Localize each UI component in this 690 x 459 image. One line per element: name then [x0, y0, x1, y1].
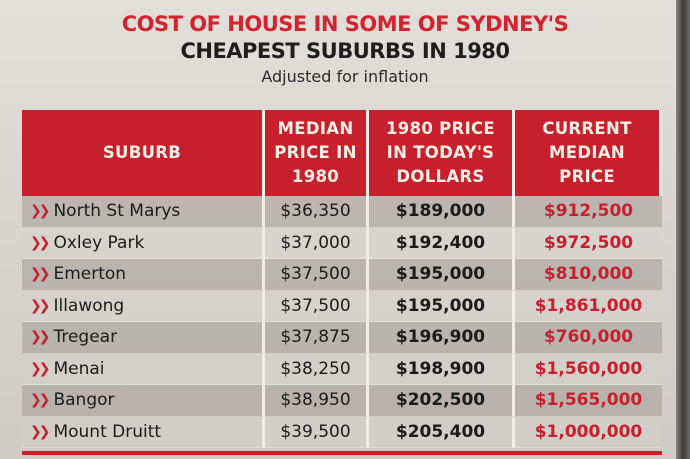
suburb-name: Oxley Park: [53, 232, 145, 253]
median-1980-cell: $37,500: [265, 259, 369, 291]
current-price-cell: $760,000: [515, 322, 662, 354]
header-line: MEDIAN: [277, 119, 354, 138]
title-line-2: CHEAPEST SUBURBS IN 1980: [180, 39, 510, 63]
suburb-name: Illawong: [53, 295, 125, 316]
suburb-name: Emerton: [53, 264, 127, 285]
todays-dollars-cell: $198,900: [369, 353, 515, 385]
header-suburb: SUBURB: [22, 110, 265, 196]
double-chevron-right-icon: ❯❯: [30, 329, 51, 346]
median-1980-cell: $37,500: [265, 290, 369, 322]
median-1980-cell: $37,000: [265, 227, 369, 259]
suburb-name: Bangor: [53, 390, 115, 411]
bottom-rule: [22, 451, 662, 455]
double-chevron-right-icon: ❯❯: [30, 203, 51, 220]
median-1980-cell: $36,350: [265, 196, 369, 228]
suburb-cell: ❯❯ Mount Druitt: [22, 416, 265, 448]
median-1980-cell: $38,250: [265, 353, 369, 385]
double-chevron-right-icon: ❯❯: [30, 392, 51, 409]
header-line: 1980: [291, 167, 340, 186]
suburb-cell: ❯❯ Menai: [22, 353, 265, 385]
todays-dollars-cell: $192,400: [369, 227, 515, 259]
double-chevron-right-icon: ❯❯: [30, 297, 51, 314]
double-chevron-right-icon: ❯❯: [30, 234, 51, 251]
suburb-cell: ❯❯ Oxley Park: [22, 227, 265, 259]
current-price-cell: $1,565,000: [515, 385, 662, 417]
header-line: MEDIAN: [549, 143, 625, 162]
header-median-1980: MEDIAN PRICE IN 1980: [265, 110, 369, 196]
header-line: DOLLARS: [396, 167, 485, 186]
suburb-cell: ❯❯ Bangor: [22, 385, 265, 417]
title-line-1: COST OF HOUSE IN SOME OF SYDNEY'S: [121, 12, 569, 36]
suburb-name: Tregear: [53, 327, 118, 348]
subtitle: Adjusted for inflation: [261, 67, 429, 86]
header-line: PRICE: [559, 167, 615, 186]
current-price-cell: $912,500: [515, 196, 662, 228]
current-price-cell: $1,000,000: [515, 416, 662, 448]
suburb-cell: ❯❯ Emerton: [22, 259, 265, 291]
todays-dollars-cell: $189,000: [369, 196, 515, 228]
todays-dollars-cell: $202,500: [369, 385, 515, 417]
suburb-cell: ❯❯ Illawong: [22, 290, 265, 322]
header-line: 1980 PRICE: [386, 119, 495, 138]
header-line: IN TODAY'S: [386, 143, 495, 162]
price-table: SUBURB MEDIAN PRICE IN 1980 1980 PRICE I…: [22, 110, 662, 451]
header-current-median: CURRENT MEDIAN PRICE: [515, 110, 662, 196]
current-price-cell: $972,500: [515, 227, 662, 259]
todays-dollars-cell: $205,400: [369, 416, 515, 448]
double-chevron-right-icon: ❯❯: [30, 360, 51, 377]
current-price-cell: $1,861,000: [515, 290, 662, 322]
page-edge: [676, 0, 690, 459]
suburb-cell: ❯❯ Tregear: [22, 322, 265, 354]
header-suburb-label: SUBURB: [102, 143, 182, 162]
median-1980-cell: $37,875: [265, 322, 369, 354]
header-todays-dollars: 1980 PRICE IN TODAY'S DOLLARS: [369, 110, 515, 196]
suburb-name: Menai: [53, 358, 105, 379]
suburb-name: North St Marys: [53, 201, 181, 222]
todays-dollars-cell: $195,000: [369, 259, 515, 291]
suburb-cell: ❯❯ North St Marys: [22, 196, 265, 228]
median-1980-cell: $39,500: [265, 416, 369, 448]
header-line: CURRENT: [542, 119, 632, 138]
suburb-name: Mount Druitt: [53, 421, 162, 442]
double-chevron-right-icon: ❯❯: [30, 266, 51, 283]
header-line: PRICE IN: [274, 143, 357, 162]
current-price-cell: $810,000: [515, 259, 662, 291]
current-price-cell: $1,560,000: [515, 353, 662, 385]
todays-dollars-cell: $196,900: [369, 322, 515, 354]
todays-dollars-cell: $195,000: [369, 290, 515, 322]
median-1980-cell: $38,950: [265, 385, 369, 417]
double-chevron-right-icon: ❯❯: [30, 423, 51, 440]
